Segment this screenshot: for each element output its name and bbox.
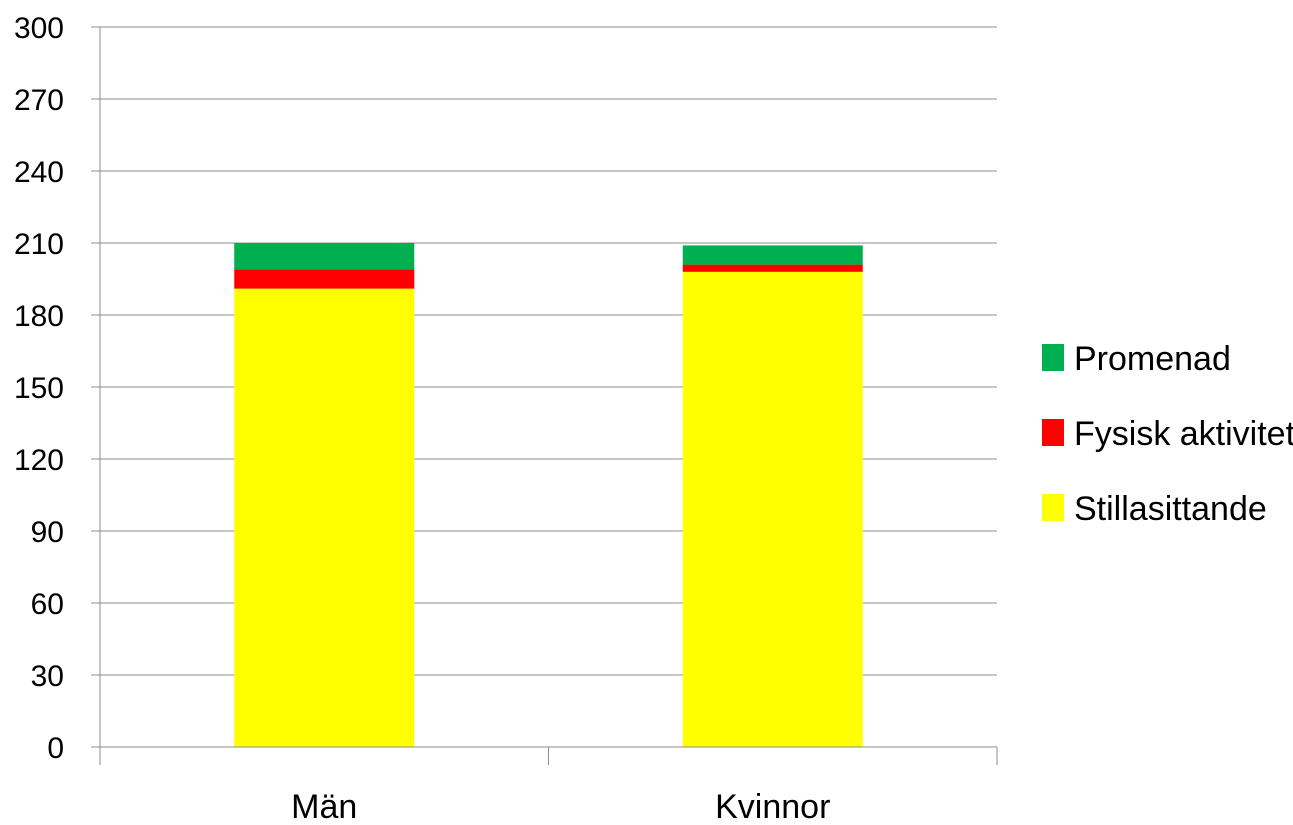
legend: Promenad Fysisk aktivitet Stillasittande: [1042, 340, 1293, 528]
y-tick-label: 60: [31, 588, 64, 621]
legend-label: Fysisk aktivitet: [1074, 415, 1293, 453]
y-tick-label: 0: [47, 732, 64, 765]
y-tick-label: 180: [14, 300, 64, 333]
bar-segment: [682, 264, 863, 272]
legend-swatch: [1042, 419, 1064, 446]
y-tick-label: 150: [14, 372, 64, 405]
y-tick-label: 240: [14, 156, 64, 189]
y-tick-label: 120: [14, 444, 64, 477]
legend-swatch: [1042, 494, 1064, 521]
axes: 0 30 60 90 120 150 180 210 240 270 300 Män Kvinnor: [14, 12, 998, 825]
y-tick-label: 90: [31, 516, 64, 549]
legend-label: Stillasittande: [1074, 490, 1267, 528]
bar-segment: [682, 245, 863, 265]
bar-segment: [234, 269, 415, 289]
x-category-label: Kvinnor: [715, 788, 830, 825]
x-category-label: Män: [291, 788, 357, 825]
bar-segment: [682, 271, 863, 747]
y-tick-label: 210: [14, 228, 64, 261]
legend-swatch: [1042, 344, 1064, 371]
y-tick-label: 300: [14, 12, 64, 45]
y-tick-label: 30: [31, 660, 64, 693]
y-tick-label: 270: [14, 84, 64, 117]
bar-segment: [234, 288, 415, 747]
bars: [234, 243, 863, 747]
bar-segment: [234, 243, 415, 270]
legend-label: Promenad: [1074, 340, 1231, 378]
